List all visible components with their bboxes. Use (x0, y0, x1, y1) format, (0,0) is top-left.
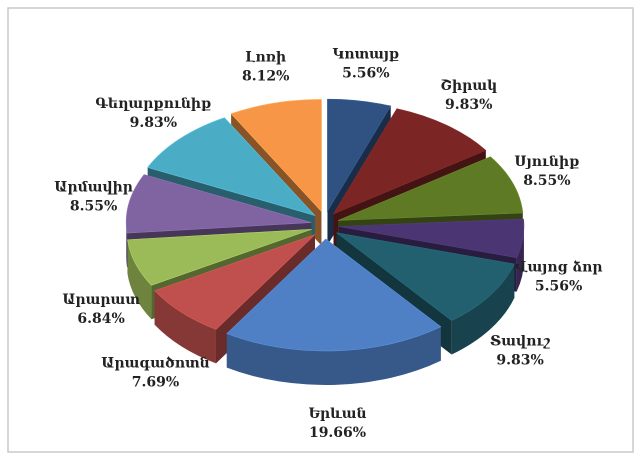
slice-label: Կոտայք (332, 46, 399, 62)
slice-top (338, 218, 525, 259)
slice-label: Երևան (308, 406, 366, 422)
slice-value-label: 5.56% (342, 65, 389, 81)
slice-top (327, 98, 392, 213)
slice-value-label: 6.84% (77, 311, 124, 327)
slice-value-label: 9.83% (130, 115, 177, 131)
slice-label: Գեղարքունիք (95, 96, 211, 112)
slice-top (336, 232, 515, 321)
slice-label: Արմավիր (54, 180, 133, 196)
slice (226, 238, 442, 385)
slice-top (154, 234, 316, 330)
slice-value-label: 5.56% (535, 279, 582, 295)
slice-value-label: 8.55% (70, 199, 117, 215)
slice-value-label: 9.83% (445, 97, 492, 113)
slice-top (226, 238, 442, 352)
slice-top (127, 228, 312, 286)
slice-wall (451, 264, 515, 355)
slice-top (147, 117, 316, 217)
slice-label: Լոռի (245, 49, 286, 65)
slice-label: Վայոց ձոր (515, 259, 603, 276)
slice-top (125, 174, 312, 234)
slice-label: Սյունիք (514, 154, 579, 170)
slice-value-label: 9.83% (496, 352, 543, 368)
slice-wall (126, 222, 128, 268)
slice-top (230, 99, 322, 213)
slice-label: Շիրակ (440, 78, 497, 94)
slice-label: Արարատ (62, 292, 140, 308)
slice-label: Արագածոտն (101, 355, 209, 372)
slice-value-label: 19.66% (309, 425, 366, 441)
slice-top (338, 156, 524, 221)
slice-label: Տավուշ (490, 333, 550, 349)
slice-wall (154, 290, 216, 364)
slice-top (332, 108, 487, 215)
slice-value-label: 8.55% (523, 173, 570, 189)
slice-wall (226, 326, 441, 385)
slice-value-label: 7.69% (132, 375, 179, 391)
slice-value-label: 8.12% (242, 68, 289, 84)
